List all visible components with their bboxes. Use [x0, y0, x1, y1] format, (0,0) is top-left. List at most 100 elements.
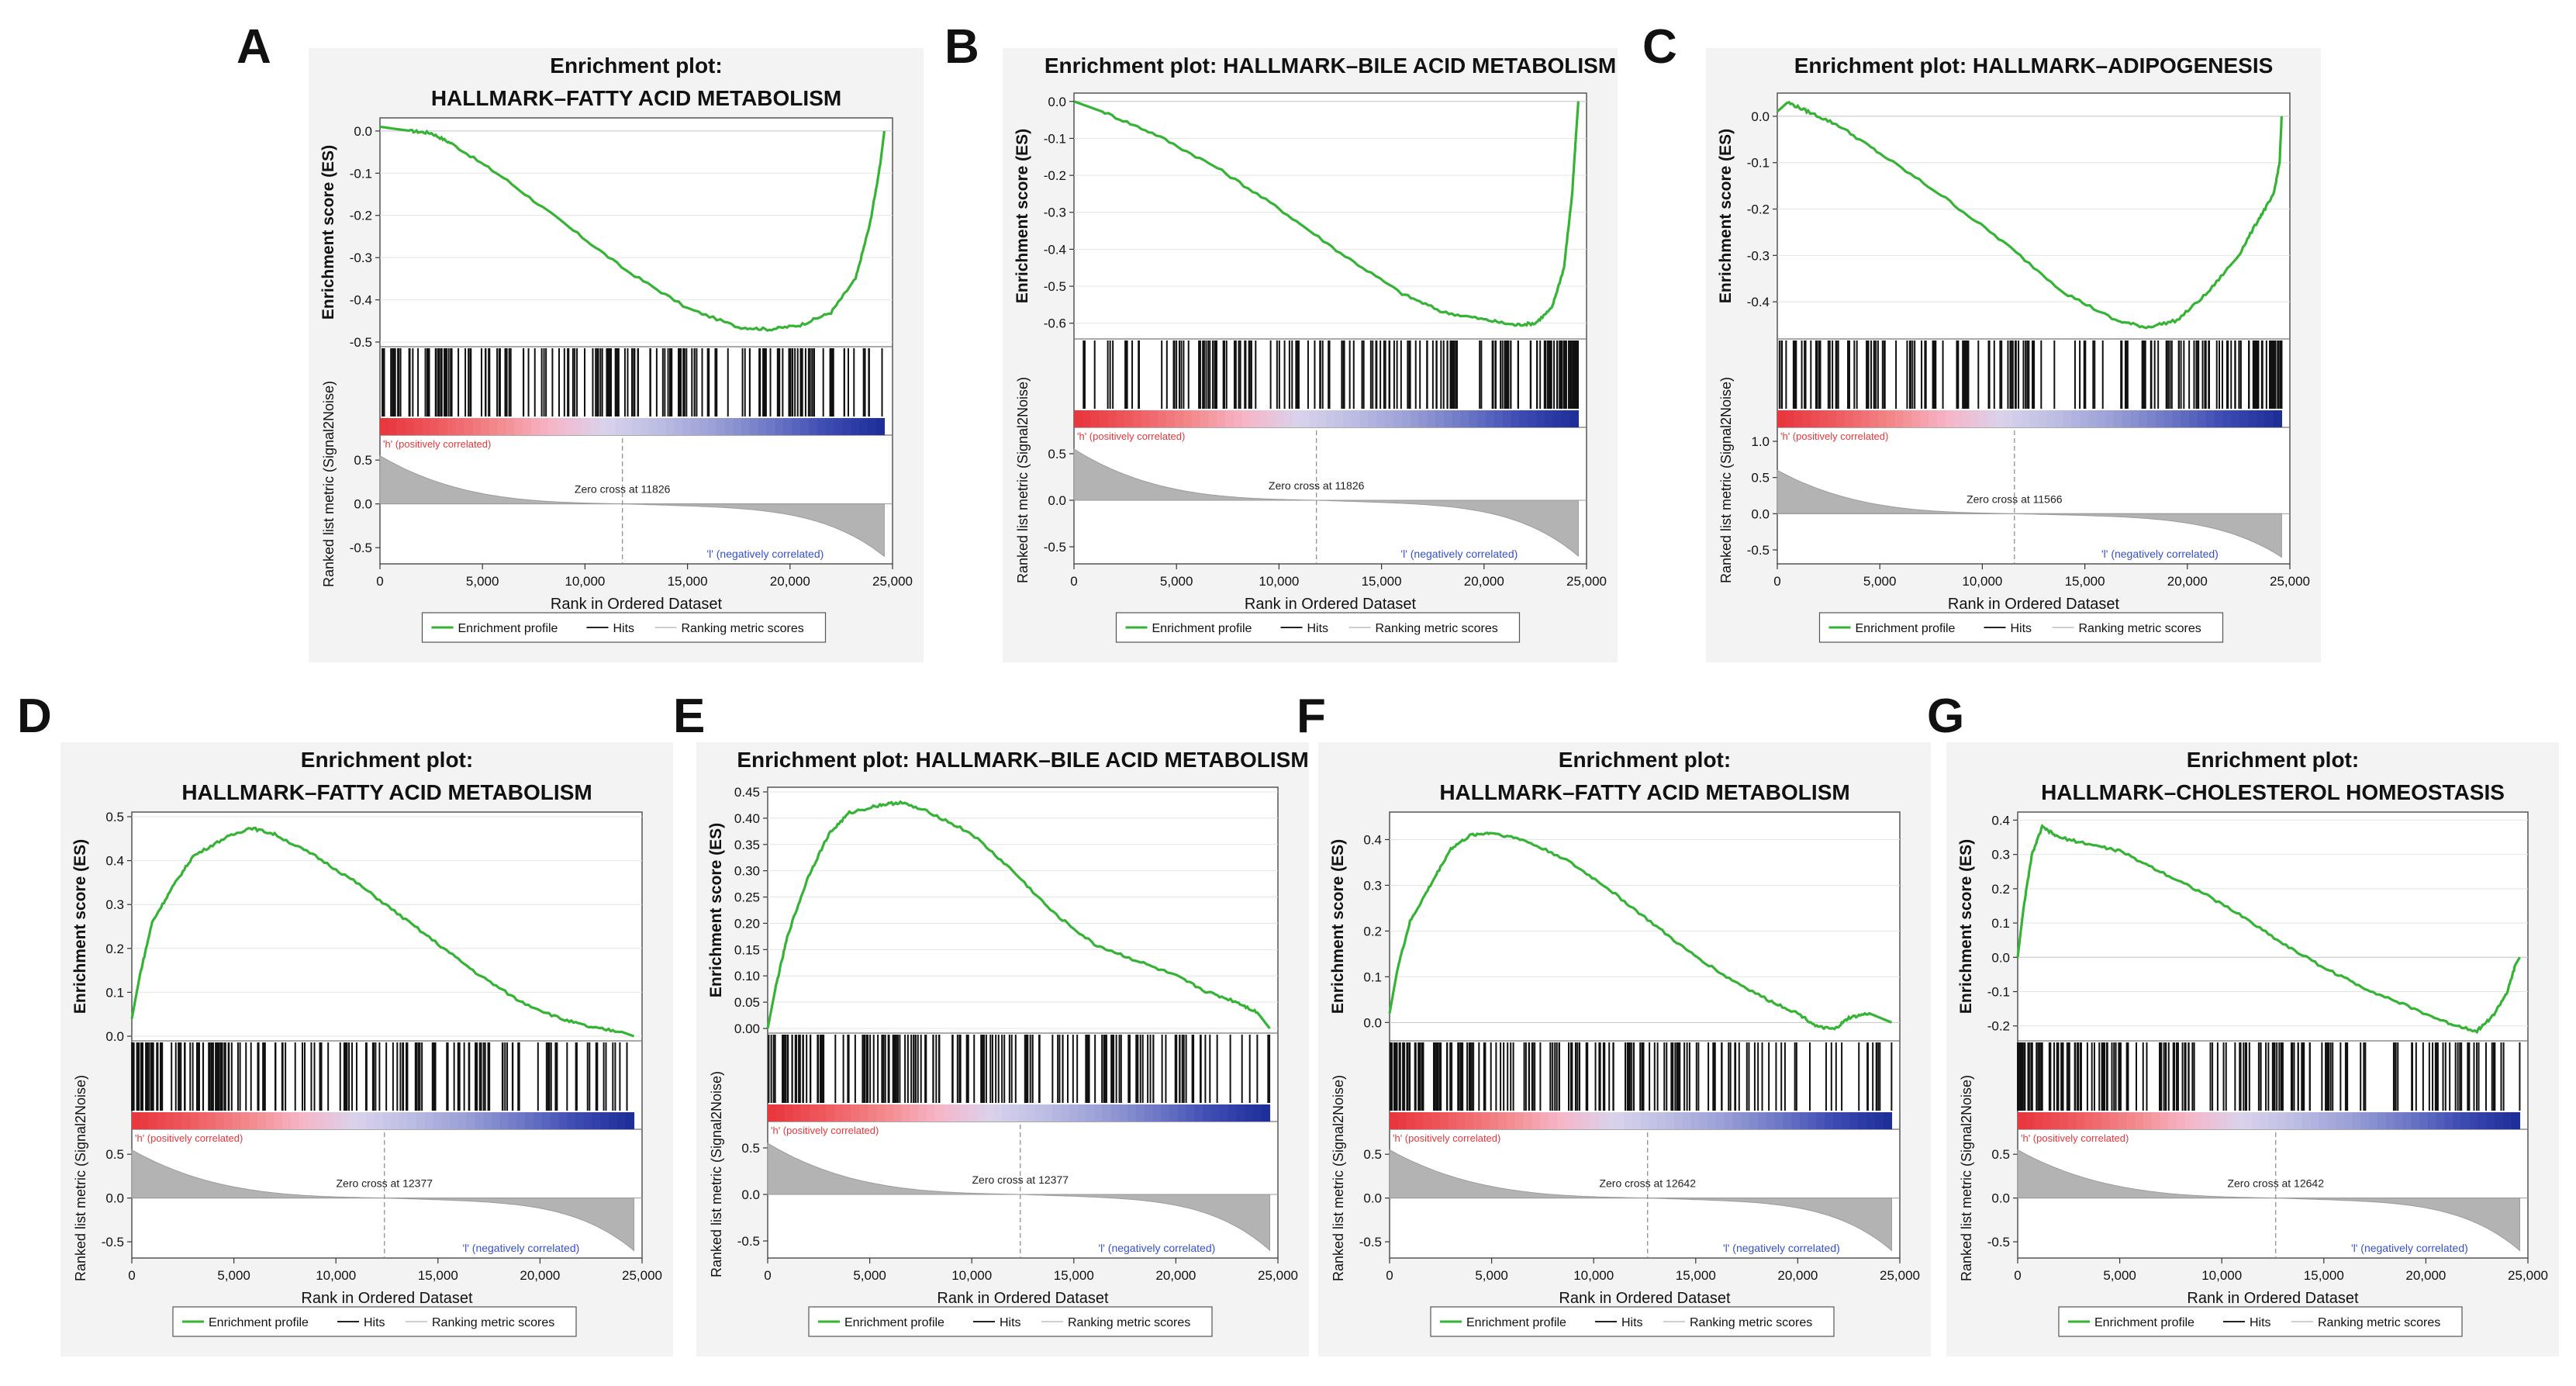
heat-bar-segment: [1785, 410, 1795, 427]
heat-bar-segment: [623, 418, 633, 435]
panel-letter-b: B: [944, 20, 979, 74]
heat-bar-segment: [1808, 1112, 1817, 1129]
heat-bar-segment: [2018, 1112, 2027, 1129]
heat-bar-segment: [1498, 1112, 1507, 1129]
heat-bar-segment: [783, 418, 792, 435]
heat-bar-segment: [316, 1112, 325, 1129]
heat-bar-segment: [2205, 410, 2215, 427]
heat-bar-segment: [927, 1104, 936, 1122]
legend-box: [172, 1306, 577, 1337]
heat-bar-segment: [2168, 1112, 2177, 1129]
heat-bar-segment: [573, 418, 582, 435]
x-tick-label: 25,000: [2508, 1268, 2548, 1283]
positive-correlation-label: 'h' (positively correlated): [771, 1125, 879, 1136]
heat-bar-segment: [2025, 1112, 2036, 1129]
heat-bar-segment: [2327, 1112, 2336, 1129]
heat-bar-segment: [2059, 1112, 2069, 1129]
es-curve: [379, 125, 886, 332]
heat-bar-segment: [592, 1112, 601, 1129]
heat-bar-segment: [165, 1112, 174, 1129]
x-axis: 0 5,000 10,000 15,000 20,000 25,000: [128, 1258, 662, 1283]
x-axis-label: Rank in Ordered Dataset: [2187, 1290, 2359, 1307]
metric-y-axis-label: Ranked list metric (Signal2Noise): [709, 1071, 724, 1277]
hit-lines: [382, 348, 883, 416]
heat-bar-segment: [2067, 1112, 2077, 1129]
heat-bar-segment: [792, 418, 801, 435]
chart-title-line: HALLMARK–CHOLESTEROL HOMEOSTASIS: [2041, 780, 2505, 804]
es-y-tick-label: -0.4: [1044, 242, 1066, 257]
heat-bar-segment: [825, 418, 834, 435]
heat-bar-segment: [1556, 1112, 1566, 1129]
es-y-tick-label: -0.2: [350, 209, 372, 223]
heat-bar-segment: [1883, 1112, 1893, 1129]
legend-box: [2058, 1306, 2463, 1337]
heat-bar-segment: [809, 1104, 819, 1122]
heat-bar-segment: [758, 418, 768, 435]
chart-title: Enrichment plot: HALLMARK–FATTY ACID META…: [431, 54, 841, 110]
heat-bar-segment: [1987, 410, 1997, 427]
heat-bar-segment: [716, 418, 726, 435]
heat-bar-segment: [2285, 1112, 2295, 1129]
legend-label-hits: Hits: [2011, 622, 2032, 635]
metric-y-tick-label: -0.5: [1359, 1235, 1382, 1249]
correlation-heat-bar: [2018, 1112, 2521, 1129]
heat-bar-segment: [1828, 410, 1837, 427]
heat-bar-segment: [2201, 1112, 2211, 1129]
heat-bar-segment: [349, 1112, 358, 1129]
heat-bar-segment: [1069, 1104, 1078, 1122]
x-tick-label: 5,000: [217, 1268, 250, 1283]
negative-correlation-label: 'l' (negatively correlated): [1723, 1242, 1840, 1254]
heat-bar-segment: [531, 418, 540, 435]
negative-correlation-label: 'l' (negatively correlated): [1400, 548, 1518, 560]
gsea-svg: Enrichment plot: HALLMARK–FATTY ACID META…: [1329, 748, 1920, 1337]
es-y-tick-label: 0.3: [1991, 848, 2010, 862]
heat-bar-segment: [1393, 410, 1403, 427]
heat-bar-segment: [1494, 410, 1504, 427]
legend-label-hits: Hits: [2250, 1316, 2271, 1329]
heat-bar-segment: [140, 1112, 150, 1129]
hit-lines: [131, 1042, 628, 1111]
heat-bar-segment: [741, 418, 751, 435]
heat-bar-segment: [993, 1104, 1003, 1122]
heat-bar-segment: [2113, 410, 2123, 427]
heat-bar-segment: [1549, 1112, 1558, 1129]
heat-bar-segment: [450, 1112, 459, 1129]
heat-bar-segment: [834, 418, 843, 435]
es-y-tick-label: 0.05: [734, 995, 760, 1010]
heat-bar-segment: [2427, 1112, 2437, 1129]
heat-bar-segment: [1452, 410, 1462, 427]
chart-title-line: HALLMARK–FATTY ACID METABOLISM: [1439, 780, 1849, 804]
chart-title-line: HALLMARK–FATTY ACID METABOLISM: [181, 780, 592, 804]
heat-bar-segment: [1077, 1104, 1086, 1122]
chart-title: Enrichment plot: HALLMARK–BILE ACID META…: [1045, 54, 1616, 78]
chart-title-line: Enrichment plot:: [550, 54, 722, 78]
metric-y-tick-label: -0.5: [1747, 543, 1770, 558]
heat-bar-segment: [1208, 410, 1217, 427]
es-y-tick-label: 0.1: [1363, 970, 1382, 984]
heat-bar-segment: [2495, 1112, 2504, 1129]
heat-bar-segment: [2256, 410, 2266, 427]
es-y-axis: 0.0 -0.1 -0.2 -0.3 -0.4 -0.5: [350, 124, 893, 350]
es-y-tick-label: 0.3: [1363, 878, 1382, 893]
x-axis: 0 5,000 10,000 15,000 20,000 25,000: [1070, 564, 1607, 589]
legend: Enrichment profile Hits Ranking metric sco…: [172, 1306, 577, 1337]
correlation-heat-bar: [1390, 1112, 1893, 1129]
heat-bar-segment: [1657, 1112, 1666, 1129]
heat-bar-segment: [1615, 1112, 1625, 1129]
heat-bar-segment: [2184, 1112, 2194, 1129]
heat-bar-segment: [1107, 410, 1117, 427]
heat-bar-segment: [422, 418, 431, 435]
heat-bar-segment: [1135, 1104, 1145, 1122]
heat-bar-segment: [257, 1112, 267, 1129]
legend: Enrichment profile Hits Ranking metric sco…: [421, 612, 827, 643]
legend-box: [421, 612, 827, 643]
heat-bar-segment: [1276, 410, 1285, 427]
heat-bar-segment: [2273, 410, 2283, 427]
heat-bar-segment: [1448, 1112, 1457, 1129]
heat-bar-segment: [2402, 1112, 2412, 1129]
gsea-panel-f: Enrichment plot: HALLMARK–FATTY ACID META…: [1318, 742, 1931, 1357]
heat-bar-segment: [199, 1112, 208, 1129]
heat-bar-segment: [1460, 410, 1470, 427]
metric-y-axis-label: Ranked list metric (Signal2Noise): [1959, 1075, 1974, 1281]
heat-bar-segment: [1732, 1112, 1742, 1129]
